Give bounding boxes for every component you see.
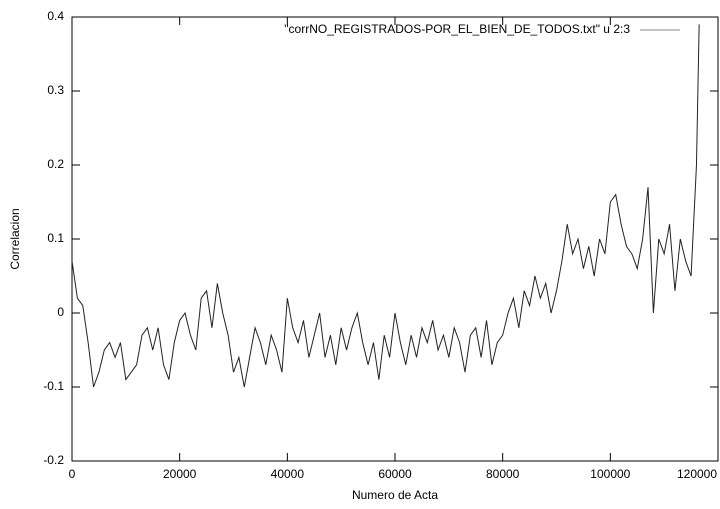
- legend-label: "corrNO_REGISTRADOS-POR_EL_BIEN_DE_TODOS…: [284, 22, 630, 36]
- x-tick-label: 20000: [163, 467, 197, 481]
- x-tick-label: 120000: [677, 467, 717, 481]
- y-tick-label: -0.1: [43, 379, 64, 393]
- y-tick-label: 0.2: [47, 157, 64, 171]
- y-tick-label: 0.1: [47, 231, 64, 245]
- x-tick-label: 60000: [378, 467, 412, 481]
- x-tick-label: 100000: [590, 467, 630, 481]
- y-tick-label: 0: [57, 305, 64, 319]
- y-tick-label: 0.4: [47, 9, 64, 23]
- plot-border: [71, 16, 719, 462]
- y-tick-label: 0.3: [47, 83, 64, 97]
- data-line: [71, 24, 700, 388]
- x-tick-label: 0: [69, 467, 76, 481]
- y-tick-label: -0.2: [43, 453, 64, 467]
- x-tick-label: 40000: [271, 467, 305, 481]
- x-axis-label: Numero de Acta: [352, 488, 438, 502]
- x-tick-label: 80000: [486, 467, 520, 481]
- y-axis-label: Correlacion: [8, 208, 22, 269]
